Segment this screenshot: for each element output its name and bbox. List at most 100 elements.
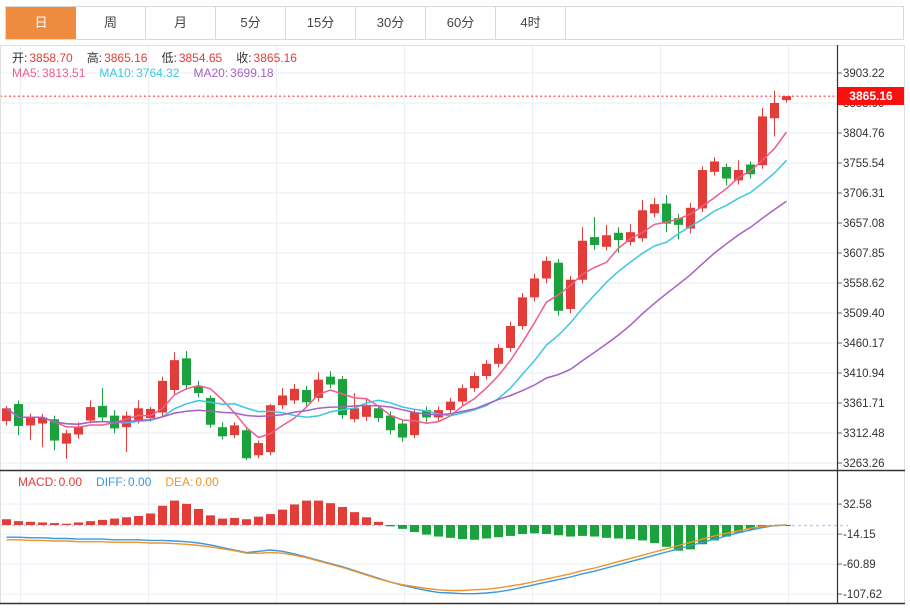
ma-item: MA5: 3813.51: [12, 66, 85, 80]
tab-month[interactable]: 月: [146, 7, 216, 39]
candle: [350, 408, 359, 420]
candle: [182, 358, 191, 386]
macd-bar: [278, 509, 287, 525]
macd-bar: [254, 516, 263, 525]
macd-axis-label: -14.15: [843, 529, 876, 541]
candle: [746, 164, 755, 175]
macd-bar: [470, 525, 479, 540]
macd-bar: [50, 523, 59, 525]
candle: [770, 102, 779, 119]
candle: [98, 405, 107, 418]
macd-bar: [98, 519, 107, 525]
price-axis-label: 3410.94: [843, 368, 885, 380]
tab-5min[interactable]: 5分: [216, 7, 286, 39]
ma10-line: [6, 159, 788, 425]
macd-bar: [410, 525, 419, 533]
macd-bar: [578, 525, 587, 536]
ma-readout: MA5: 3813.51 MA10: 3764.32 MA20: 3699.18: [12, 66, 288, 80]
macd-value: 0.00: [128, 475, 152, 489]
tab-30min[interactable]: 30分: [356, 7, 426, 39]
ma-label: MA5:: [12, 66, 41, 80]
macd-bar: [722, 525, 731, 537]
price-axis-label: 3755.54: [843, 158, 885, 170]
candle: [470, 375, 479, 389]
macd-label: DIFF:: [96, 475, 127, 489]
price-axis-label: 3706.31: [843, 188, 885, 200]
macd-axis-label: -107.62: [843, 589, 882, 601]
candle: [134, 408, 143, 420]
macd-bar: [650, 525, 659, 543]
macd-bar: [242, 519, 251, 525]
macd-bar: [374, 521, 383, 525]
macd-bar: [686, 525, 695, 550]
price-axis-label: 3361.71: [843, 398, 885, 410]
ma-value: 3764.32: [136, 66, 180, 80]
candle: [722, 166, 731, 179]
macd-bar: [458, 525, 467, 540]
candles: [2, 90, 791, 461]
timeframe-tabbar: 日 周 月 5分 15分 30分 60分 4时: [5, 6, 904, 40]
candle: [50, 419, 59, 441]
macd-bar: [314, 500, 323, 525]
price-axis-label: 3312.48: [843, 428, 885, 440]
candle: [266, 405, 275, 453]
macd-bar: [326, 503, 335, 525]
macd-item: DEA: 0.00: [165, 475, 218, 489]
macd-bar: [674, 525, 683, 551]
ohlc-label: 低:: [161, 51, 177, 65]
macd-value: 0.00: [195, 475, 219, 489]
price-axis-label: 3657.08: [843, 218, 885, 230]
candle: [362, 405, 371, 417]
macd-bar: [530, 525, 539, 534]
ma-label: MA20:: [193, 66, 229, 80]
candle: [338, 379, 347, 415]
tab-label: 周: [103, 15, 117, 30]
candle: [26, 417, 35, 426]
macd-bar: [482, 525, 491, 539]
macd-bar: [506, 525, 515, 536]
macd-bar: [158, 505, 167, 525]
tab-4hour[interactable]: 4时: [496, 7, 566, 39]
ma20-line: [6, 200, 787, 425]
candle: [638, 210, 647, 239]
price-axis-label: 3263.26: [843, 458, 885, 470]
ohlc-value: 3865.16: [104, 51, 148, 65]
macd-bar: [386, 525, 395, 527]
macd-bar: [266, 514, 275, 525]
candle: [482, 363, 491, 376]
macd-bar: [434, 525, 443, 537]
candle: [218, 427, 227, 437]
macd-bar: [26, 521, 35, 525]
candle: [326, 376, 335, 385]
macd-axis-label: -60.89: [843, 559, 876, 571]
macd-bar: [638, 525, 647, 541]
ma5-line: [6, 131, 788, 439]
tab-week[interactable]: 周: [76, 7, 146, 39]
tab-label: 15分: [306, 15, 335, 30]
macd-bar: [746, 525, 755, 530]
ma-item: MA20: 3699.18: [193, 66, 273, 80]
candle: [446, 401, 455, 411]
ohlc-readout: 开: 3858.70 高: 3865.16 低: 3854.65 收: 3865.16: [12, 49, 311, 66]
candle: [230, 425, 239, 436]
candle: [758, 116, 767, 166]
macd-bar: [182, 503, 191, 525]
candle: [38, 417, 47, 424]
tab-label: 30分: [376, 15, 405, 30]
macd-bar: [170, 500, 179, 525]
macd-bar: [110, 518, 119, 525]
macd-bar: [698, 525, 707, 545]
tab-day[interactable]: 日: [6, 7, 76, 39]
tabbar-filler: [566, 7, 903, 39]
candle: [170, 360, 179, 391]
dea-line: [6, 524, 787, 592]
tab-60min[interactable]: 60分: [426, 7, 496, 39]
candle: [458, 388, 467, 402]
tab-15min[interactable]: 15分: [286, 7, 356, 39]
macd-bar: [614, 525, 623, 539]
candle: [734, 170, 743, 181]
candle: [602, 235, 611, 247]
ohlc-value: 3854.65: [178, 51, 223, 65]
candle: [86, 407, 95, 421]
